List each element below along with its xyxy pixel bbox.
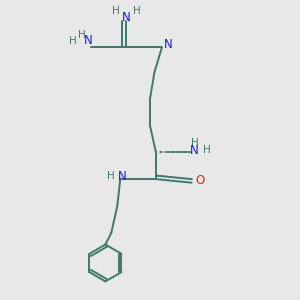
Text: O: O [195,174,205,187]
Text: N: N [190,143,199,157]
Text: N: N [84,34,93,47]
Text: H: H [107,171,115,181]
Text: N: N [164,38,173,51]
Text: H: H [133,6,140,16]
Text: H: H [69,36,77,46]
Text: H: H [112,6,120,16]
Text: H: H [78,30,86,40]
Text: N: N [122,11,130,24]
Text: H: H [203,145,211,155]
Text: H: H [191,139,199,148]
Text: N: N [117,170,126,183]
